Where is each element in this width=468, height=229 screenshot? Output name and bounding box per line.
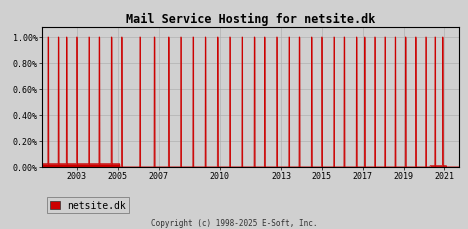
Title: Mail Service Hosting for netsite.dk: Mail Service Hosting for netsite.dk	[126, 13, 375, 26]
Legend: netsite.dk: netsite.dk	[47, 197, 129, 213]
Text: Copyright (c) 1998-2025 E-Soft, Inc.: Copyright (c) 1998-2025 E-Soft, Inc.	[151, 218, 317, 227]
